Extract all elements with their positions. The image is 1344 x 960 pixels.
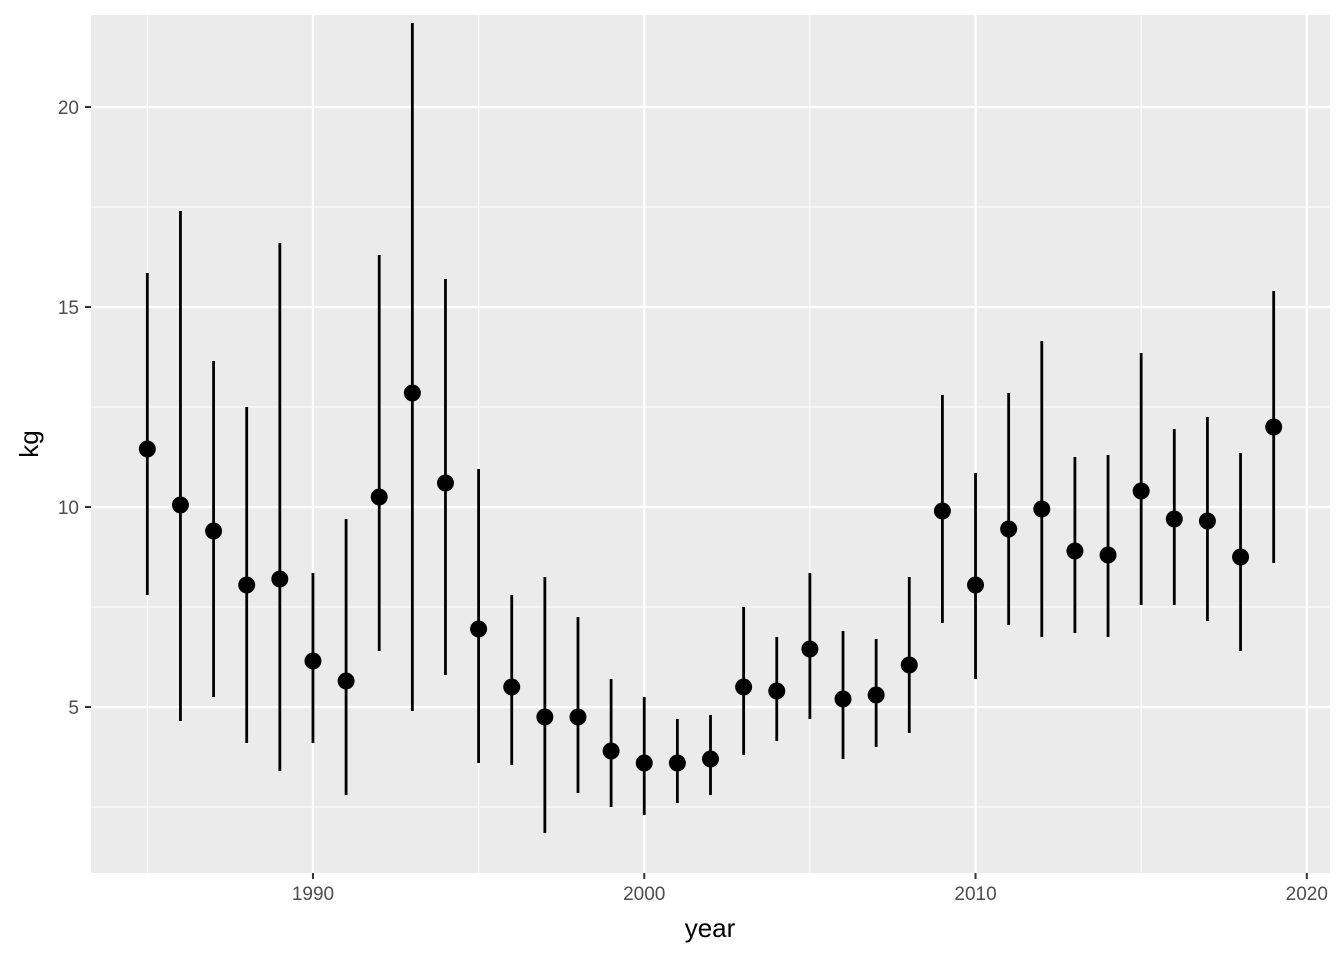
data-point (436, 474, 454, 492)
x-tick-label: 2000 (623, 884, 665, 905)
data-point (635, 754, 653, 772)
data-point (602, 742, 620, 760)
data-point (702, 750, 719, 768)
x-tick-label: 2010 (954, 884, 996, 905)
data-point (470, 620, 488, 638)
y-tick-label: 5 (68, 698, 79, 719)
data-point (171, 496, 189, 514)
data-point (1132, 482, 1150, 500)
data-point (801, 640, 819, 658)
data-point (370, 488, 388, 506)
y-tick-label: 15 (58, 298, 79, 319)
x-axis: 1990 2000 2010 2020 (292, 873, 1328, 905)
data-point (668, 754, 686, 772)
data-point (1165, 510, 1183, 528)
data-marks (138, 23, 1283, 833)
data-point (536, 708, 554, 726)
data-point (138, 440, 156, 458)
data-point (1232, 548, 1250, 566)
data-point (1099, 546, 1117, 564)
data-point (933, 502, 951, 520)
x-tick-label: 2020 (1286, 884, 1328, 905)
y-tick-label: 10 (58, 498, 79, 519)
data-point (1033, 500, 1051, 518)
data-point (1265, 418, 1283, 436)
data-point (304, 652, 322, 670)
data-point (238, 576, 256, 594)
data-point (503, 678, 521, 696)
x-tick-label: 1990 (292, 884, 334, 905)
grid-minor (91, 15, 1330, 873)
y-axis-title: kg (14, 430, 44, 457)
data-point (403, 384, 421, 402)
y-axis: 5 10 15 20 (58, 98, 91, 719)
data-point (735, 678, 753, 696)
data-point (337, 672, 355, 690)
data-point (1000, 520, 1018, 538)
data-point (967, 576, 985, 594)
data-point (1198, 512, 1216, 530)
data-point (569, 708, 587, 726)
data-point (867, 686, 885, 704)
data-point (768, 682, 786, 700)
data-point (271, 570, 289, 588)
data-point (834, 690, 852, 708)
data-point (900, 656, 918, 674)
data-point (1066, 542, 1084, 560)
data-point (205, 522, 223, 540)
y-tick-label: 20 (58, 98, 79, 119)
x-axis-title: year (685, 913, 736, 943)
